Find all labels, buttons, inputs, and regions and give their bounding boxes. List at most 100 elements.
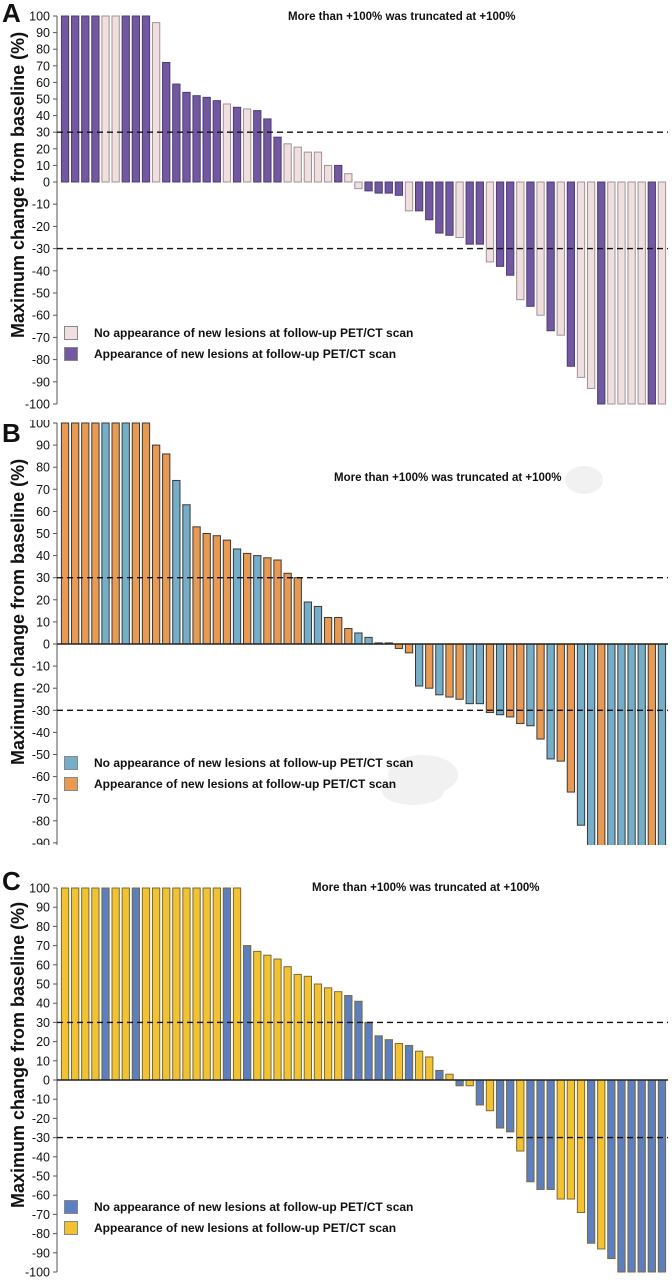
y-tick-label: 80 xyxy=(36,461,50,475)
y-tick-label: -90 xyxy=(32,1246,50,1260)
bar-chart: 1009080706050403020100-10-20-30-40-50-60… xyxy=(25,882,668,1280)
bar-new-lesions xyxy=(647,181,656,405)
y-tick-label: 70 xyxy=(36,59,50,73)
y-tick-label: 100 xyxy=(29,10,50,24)
bar-new-lesions xyxy=(222,539,232,645)
bar-no-new-lesions xyxy=(313,151,323,183)
bar-new-lesions xyxy=(71,887,80,1081)
bar-new-lesions xyxy=(394,1043,404,1081)
bar-new-lesions xyxy=(556,1079,565,1200)
bar-new-lesions xyxy=(293,577,302,645)
bar-no-new-lesions xyxy=(637,643,646,845)
bar-new-lesions xyxy=(374,181,383,194)
bar-no-new-lesions xyxy=(556,181,565,336)
bar-new-lesions xyxy=(334,616,343,645)
truncation-note: More than +100% was truncated at +100% xyxy=(312,882,540,894)
legend-swatch xyxy=(64,346,78,361)
y-tick-label: -80 xyxy=(32,1227,50,1241)
bar-no-new-lesions xyxy=(617,1079,626,1273)
bar-new-lesions xyxy=(172,83,181,183)
panel-b: B Maximum change from baseline (%) 100 90 80… xyxy=(0,418,672,845)
legend-swatch xyxy=(64,776,78,791)
bar-no-new-lesions xyxy=(576,643,586,826)
bar-new-lesions xyxy=(415,1050,424,1081)
legend-swatch xyxy=(64,1199,78,1214)
bar-no-new-lesions xyxy=(435,643,444,696)
bar-new-lesions xyxy=(121,15,130,183)
bar-new-lesions xyxy=(212,535,221,645)
bar-new-lesions xyxy=(192,95,201,183)
y-tick-label: -30 xyxy=(32,1131,50,1145)
y-tick-label: 20 xyxy=(36,142,50,156)
legend-swatch xyxy=(64,755,78,770)
bar-no-new-lesions xyxy=(222,103,232,183)
y-tick-label: 60 xyxy=(36,76,50,90)
y-tick-label: -10 xyxy=(32,1093,50,1107)
bar-new-lesions xyxy=(445,1073,454,1081)
bar-chart: 1009080706050403020100-10-20-30-40-50-60… xyxy=(25,10,668,412)
y-tick-label: 30 xyxy=(36,1016,50,1030)
y-tick-label: -60 xyxy=(32,1189,50,1203)
bar-new-lesions xyxy=(384,181,393,194)
bar-new-lesions xyxy=(334,991,343,1081)
bar-new-lesions xyxy=(283,572,292,645)
bar-new-lesions xyxy=(425,1056,434,1081)
bar-no-new-lesions xyxy=(495,643,505,716)
bar-new-lesions xyxy=(71,422,80,645)
bar-no-new-lesions xyxy=(404,1044,414,1081)
truncation-note: More than +100% was truncated at +100% xyxy=(334,472,562,484)
bar-new-lesions xyxy=(273,136,282,183)
bar-new-lesions xyxy=(192,887,201,1081)
legend-item-new-lesions: Appearance of new lesions at follow-up P… xyxy=(64,1217,413,1238)
y-tick-label: 70 xyxy=(36,939,50,953)
bar-no-new-lesions xyxy=(101,422,110,645)
y-tick-label: -80 xyxy=(32,814,50,828)
bar-new-lesions xyxy=(313,983,323,1081)
bar-new-lesions xyxy=(455,643,464,700)
y-tick-label: 10 xyxy=(36,159,50,173)
bar-no-new-lesions xyxy=(657,181,667,405)
bar-new-lesions xyxy=(212,887,221,1081)
bar-new-lesions xyxy=(323,987,333,1081)
legend: No appearance of new lesions at follow-u… xyxy=(64,1196,413,1238)
y-tick-label: 30 xyxy=(36,571,50,585)
y-tick-label: 30 xyxy=(36,126,50,140)
bar-new-lesions xyxy=(263,557,272,645)
bar-no-new-lesions xyxy=(243,108,252,183)
bar-new-lesions xyxy=(81,887,90,1081)
bar-no-new-lesions xyxy=(182,504,191,645)
bar-new-lesions xyxy=(162,887,171,1081)
y-tick-label: 50 xyxy=(36,978,50,992)
bar-new-lesions xyxy=(162,453,171,645)
bar-no-new-lesions xyxy=(506,1079,515,1133)
bar-new-lesions xyxy=(273,559,282,645)
image-artifact xyxy=(382,777,444,805)
bar-new-lesions xyxy=(485,1079,495,1112)
bar-no-new-lesions xyxy=(151,22,161,183)
bar-new-lesions xyxy=(323,616,333,645)
bar-no-new-lesions xyxy=(344,995,353,1081)
panel-c: C Maximum change from baseline (%) 100 90 80… xyxy=(0,848,672,1280)
y-tick-label: -30 xyxy=(32,704,50,718)
y-tick-label: -60 xyxy=(32,770,50,784)
bar-new-lesions xyxy=(253,110,262,183)
bar-no-new-lesions xyxy=(435,1069,444,1081)
legend: No appearance of new lesions at follow-u… xyxy=(64,322,413,364)
y-tick-label: -100 xyxy=(25,398,50,412)
y-tick-label: 20 xyxy=(36,593,50,607)
y-tick-label: 100 xyxy=(29,420,50,431)
bar-new-lesions xyxy=(283,966,292,1081)
bar-no-new-lesions xyxy=(657,1079,667,1273)
y-tick-label: 100 xyxy=(29,882,50,896)
bar-new-lesions xyxy=(111,887,120,1081)
bar-no-new-lesions xyxy=(526,1079,535,1183)
y-tick-label: 70 xyxy=(36,483,50,497)
bar-new-lesions xyxy=(435,181,444,234)
legend-label: Appearance of new lesions at follow-up P… xyxy=(94,1220,397,1235)
bar-no-new-lesions xyxy=(495,1079,505,1129)
bar-no-new-lesions xyxy=(455,1079,464,1087)
panel-a: A Maximum change from baseline (%) 100 90 80… xyxy=(0,0,672,420)
bar-new-lesions xyxy=(91,422,100,645)
legend-label: No appearance of new lesions at follow-u… xyxy=(94,755,414,770)
y-tick-label: -20 xyxy=(32,1112,50,1126)
